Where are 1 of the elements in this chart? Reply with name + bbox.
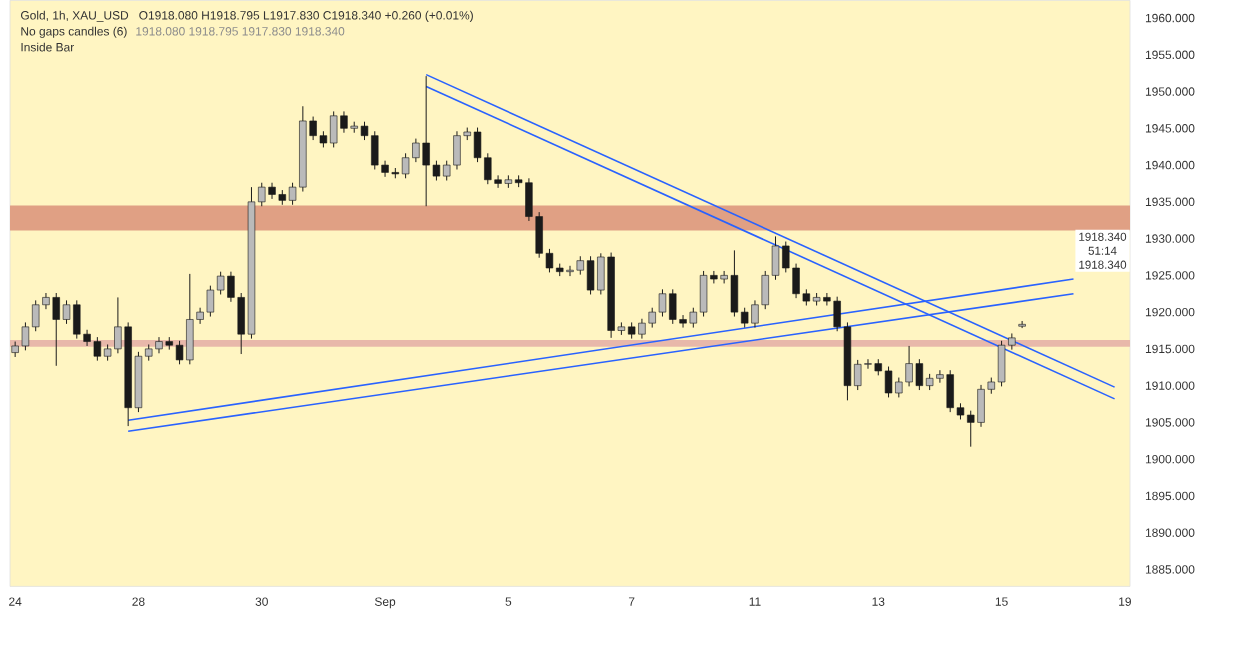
candlestick: [1018, 320, 1026, 329]
